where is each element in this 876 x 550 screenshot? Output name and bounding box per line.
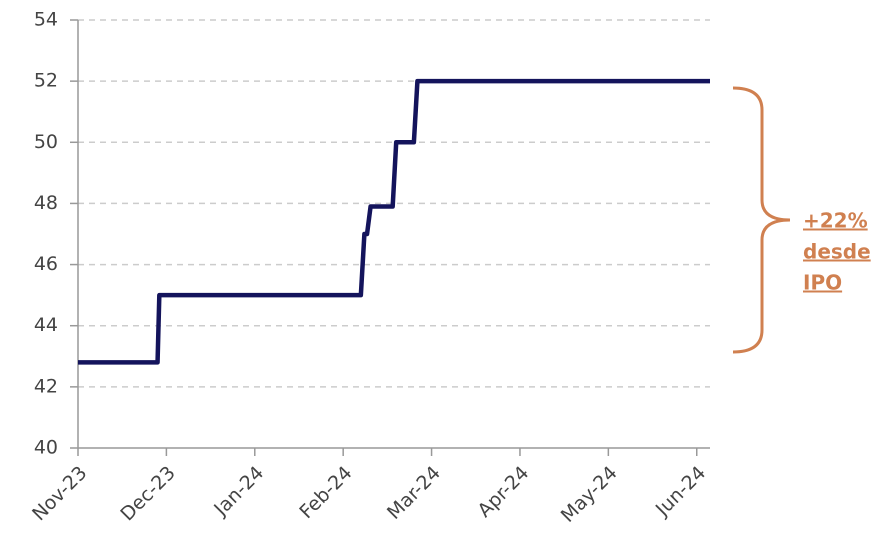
x-tick-label: Jun-24 (651, 462, 710, 521)
x-tick-label: May-24 (557, 462, 622, 527)
x-tick-label: Nov-23 (28, 462, 91, 525)
y-tick-label: 52 (34, 70, 58, 92)
price-line (78, 78, 710, 365)
y-tick-label: 40 (34, 437, 58, 459)
annotation: +22% (803, 209, 868, 233)
x-tick-label: Feb-24 (295, 462, 356, 523)
y-tick-label: 54 (34, 9, 58, 31)
y-tick-label: 46 (34, 253, 58, 275)
y-tick-label: 44 (34, 314, 58, 336)
x-tick-label: Apr-24 (473, 462, 533, 522)
annotation: IPO (803, 271, 842, 295)
x-tick-label: Dec-23 (116, 462, 180, 526)
brace (732, 86, 791, 354)
y-tick-label: 48 (34, 192, 58, 214)
annotation: desde (803, 240, 871, 264)
x-tick-label: Jan-24 (209, 462, 268, 521)
x-tick-label: Mar-24 (383, 462, 445, 524)
y-tick-label: 50 (34, 131, 58, 153)
y-tick-label: 42 (34, 375, 58, 397)
